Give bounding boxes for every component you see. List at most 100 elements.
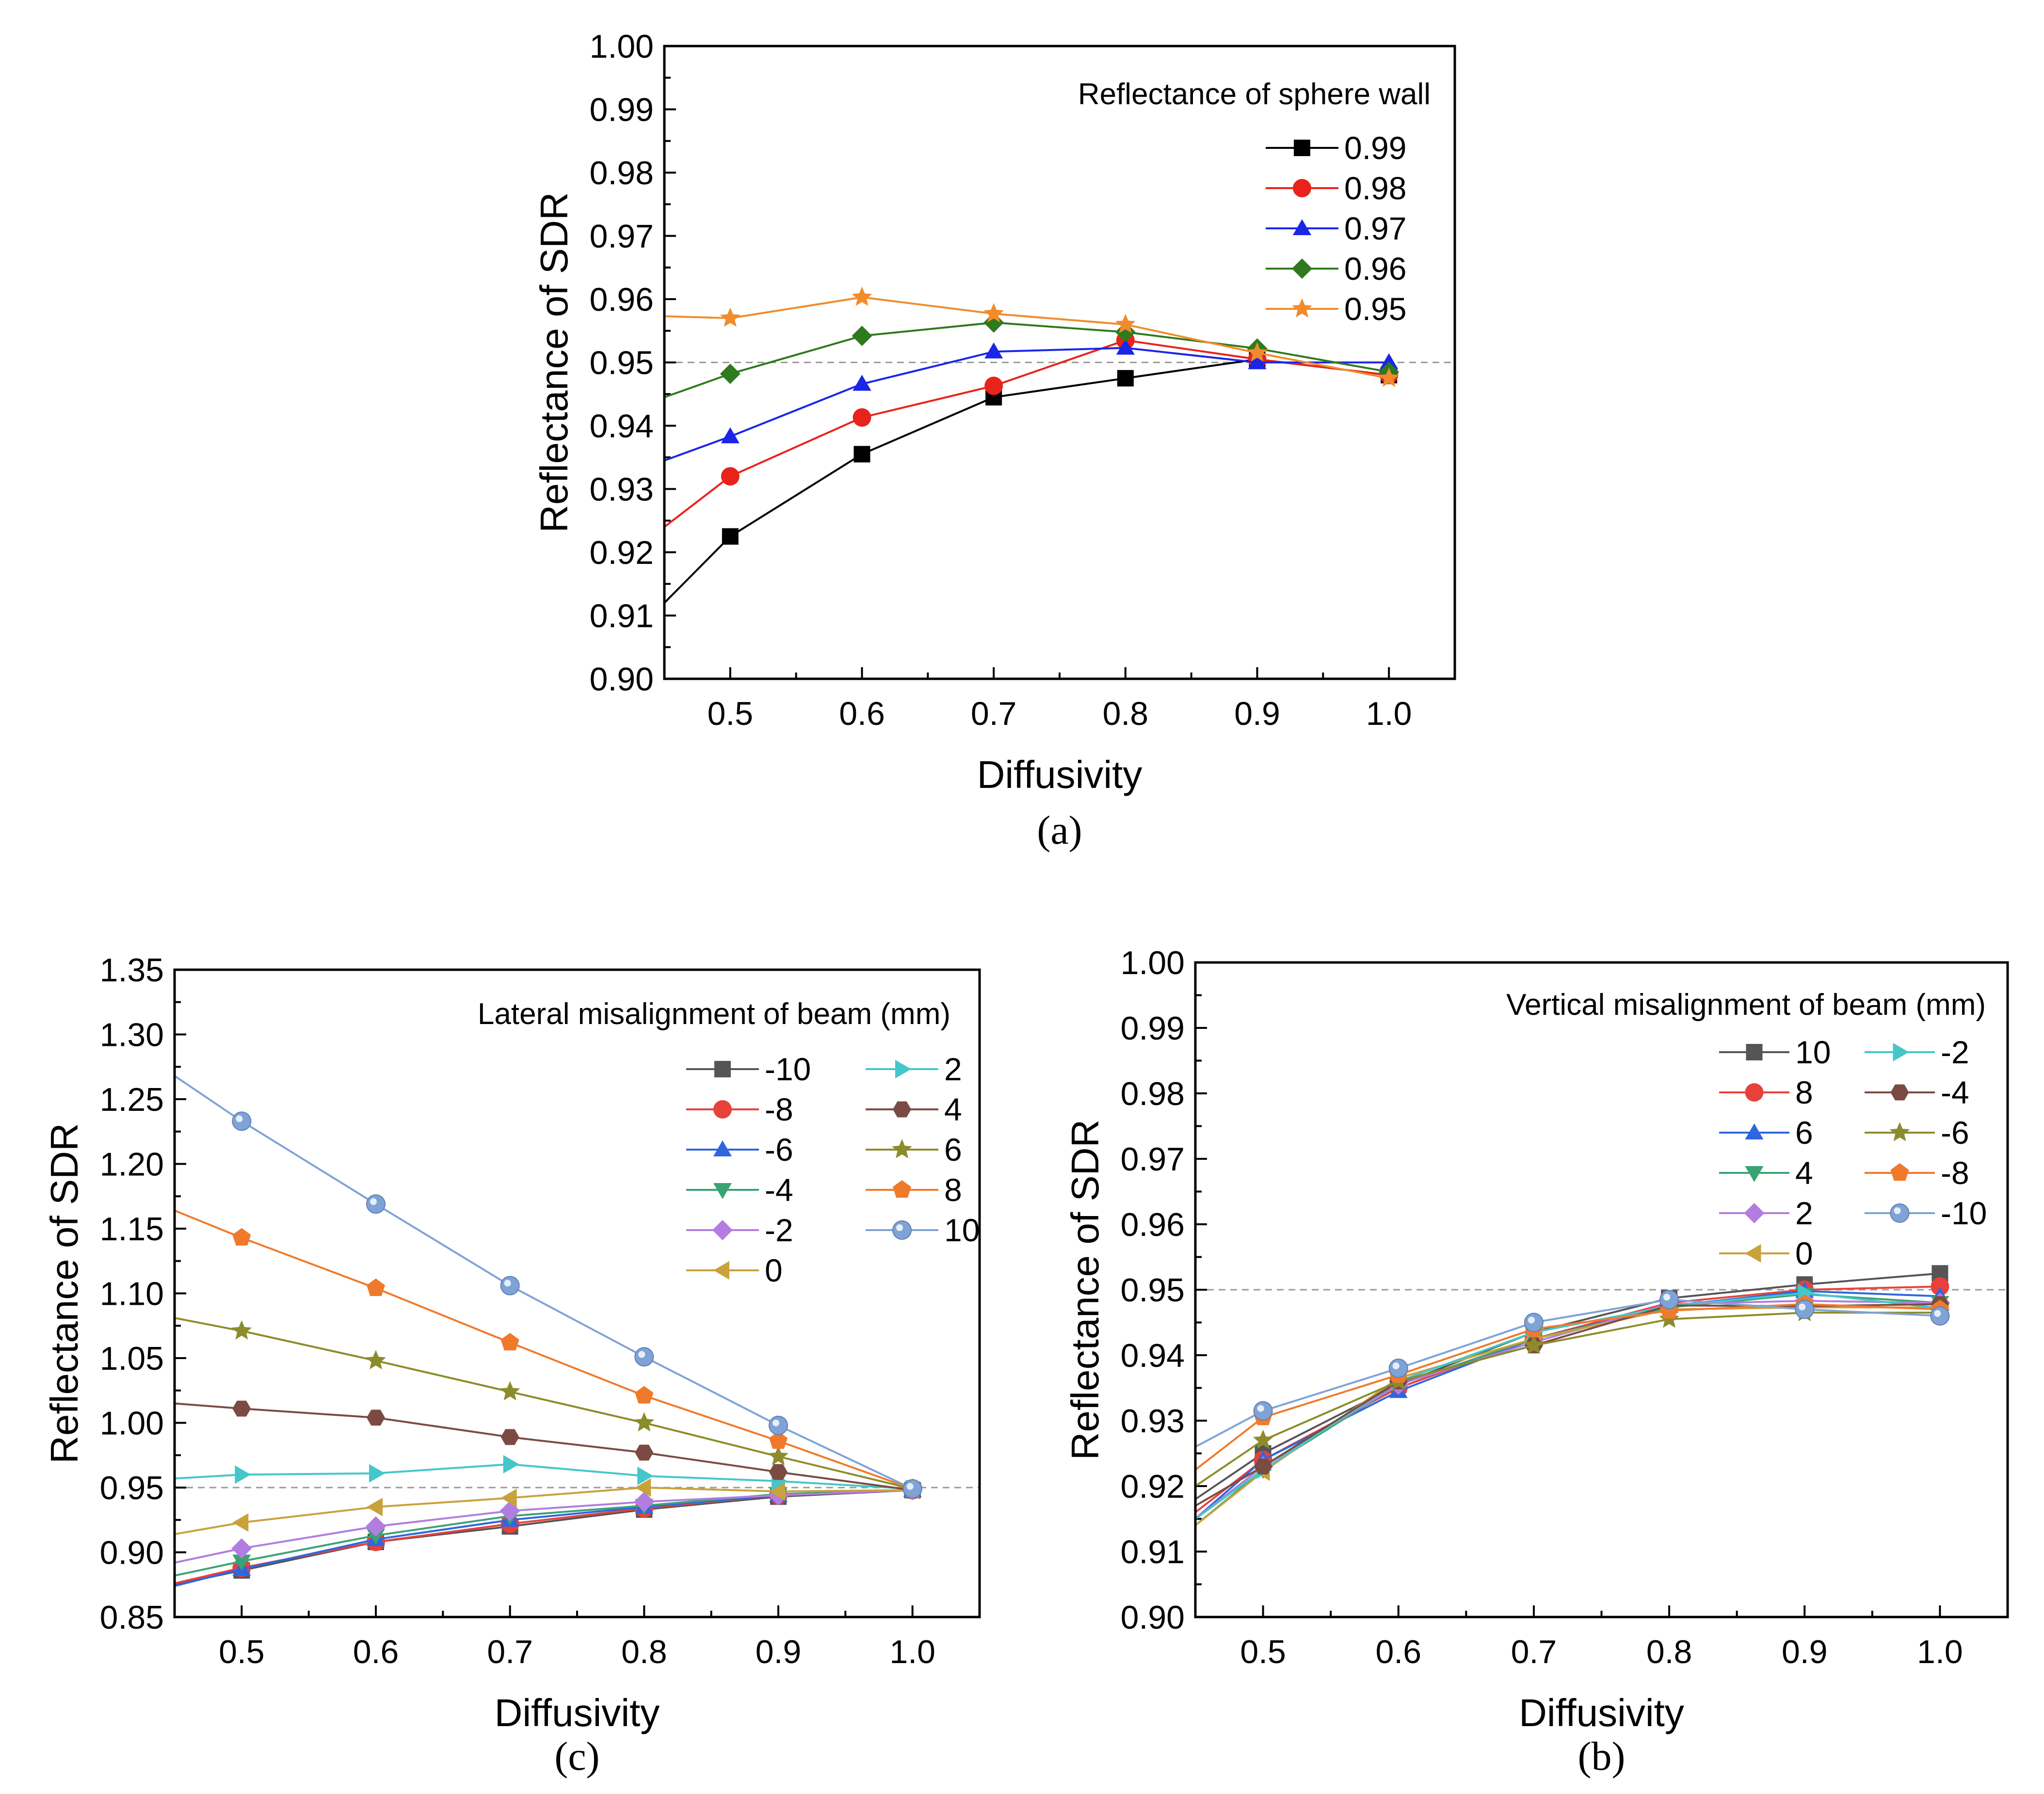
series-line (1195, 1298, 1940, 1448)
legend-marker (1890, 1084, 1909, 1101)
legend-marker (1889, 1122, 1910, 1141)
legend-marker (713, 1261, 729, 1280)
x-tick-label: 0.5 (219, 1634, 265, 1670)
legend-label: 8 (944, 1172, 962, 1208)
data-point (634, 1412, 655, 1432)
data-point (232, 1400, 251, 1417)
x-tick-label: 1.0 (1917, 1634, 1963, 1670)
legend-item: 0 (686, 1252, 783, 1288)
y-tick-label: 0.98 (1121, 1075, 1185, 1112)
legend-label: 0.95 (1344, 291, 1406, 327)
data-point (367, 1498, 383, 1517)
y-tick-label: 0.99 (1121, 1010, 1185, 1047)
y-tick-label: 0.97 (1121, 1141, 1185, 1178)
series-line (175, 1209, 913, 1490)
series-line (175, 1489, 913, 1587)
data-point (1524, 1334, 1544, 1354)
data-point (231, 1538, 252, 1559)
data-point (769, 1415, 788, 1435)
legend-item: 0.95 (1266, 291, 1406, 327)
data-point (232, 1111, 252, 1131)
y-tick-label: 0.95 (100, 1470, 164, 1506)
plot-frame (173, 968, 981, 1618)
data-point (769, 1431, 788, 1449)
data-point (232, 1228, 251, 1246)
plot-frame (663, 45, 1456, 680)
legend-title: Lateral misalignment of beam (mm) (478, 997, 950, 1031)
series-line (1195, 1292, 1940, 1520)
legend-marker (1744, 1203, 1765, 1223)
y-tick-label: 0.92 (1121, 1468, 1185, 1505)
legend-label: -8 (1941, 1155, 1969, 1191)
y-tick-label: 0.98 (590, 155, 654, 192)
legend-item: -6 (1865, 1115, 1969, 1151)
x-tick-label: 0.8 (1103, 695, 1149, 732)
series--4 (1195, 1296, 1949, 1507)
legend-item: 6 (1719, 1115, 1813, 1151)
series-line (175, 1463, 913, 1490)
legend-marker (713, 1140, 732, 1156)
data-point (1254, 1458, 1272, 1474)
legend-marker (1292, 298, 1312, 318)
y-tick-label: 0.91 (1121, 1534, 1185, 1570)
y-axis-label: Reflectance of SDR (1063, 1120, 1107, 1460)
legend-marker (1292, 219, 1312, 235)
y-tick-label: 0.95 (590, 345, 654, 382)
x-tick-label: 0.7 (1511, 1634, 1557, 1670)
y-tick-label: 1.00 (590, 28, 654, 65)
data-point (635, 1386, 654, 1404)
y-tick-label: 1.25 (100, 1081, 164, 1118)
series-6 (1195, 1281, 1949, 1520)
data-point (1253, 1401, 1273, 1421)
series-line (175, 1489, 913, 1564)
x-tick-label: 0.8 (1646, 1634, 1692, 1670)
x-tick-label: 0.5 (1240, 1634, 1286, 1670)
series-8 (175, 1209, 922, 1497)
legend-marker (1745, 1123, 1764, 1139)
legend-marker (714, 1061, 731, 1077)
series-line (664, 339, 1389, 528)
y-tick-label: 0.90 (1121, 1599, 1185, 1636)
data-point (1115, 314, 1136, 333)
data-point (853, 408, 871, 427)
series-line (664, 347, 1389, 462)
legend-marker (892, 1220, 912, 1240)
legend-label: 8 (1795, 1074, 1813, 1110)
series-line (664, 321, 1389, 399)
series-line (1195, 1312, 1940, 1487)
data-point (634, 1491, 655, 1512)
legend-marker (712, 1220, 733, 1240)
legend-label: -4 (1941, 1074, 1969, 1110)
legend-marker (895, 1059, 911, 1079)
data-point (1930, 1306, 1950, 1326)
legend-label: 10 (944, 1212, 980, 1248)
legend-item: -8 (1865, 1155, 1969, 1191)
legend-item: 8 (1719, 1074, 1813, 1110)
legend-label: 0.96 (1344, 251, 1406, 287)
series-10 (1195, 1265, 1948, 1500)
y-axis-label: Reflectance of SDR (532, 192, 576, 533)
series-line (1195, 1306, 1940, 1526)
legend-label: 6 (944, 1132, 962, 1168)
data-point (634, 1347, 654, 1367)
x-tick-label: 0.6 (1375, 1634, 1421, 1670)
legend-label: -2 (765, 1212, 793, 1248)
y-tick-label: 0.85 (100, 1599, 164, 1636)
legend-label: 10 (1795, 1034, 1831, 1070)
legend-title: Reflectance of sphere wall (1078, 78, 1431, 111)
y-tick-label: 0.93 (1121, 1403, 1185, 1440)
legend-item: -6 (686, 1132, 793, 1168)
legend-item: 0.98 (1266, 170, 1406, 206)
data-point (232, 1554, 251, 1571)
x-axis-label: Diffusivity (977, 753, 1143, 796)
legend-marker (1893, 1042, 1909, 1062)
legend-label: -4 (765, 1172, 793, 1208)
y-tick-label: 0.91 (590, 598, 654, 635)
y-tick-label: 0.94 (590, 408, 654, 445)
y-tick-label: 1.20 (100, 1146, 164, 1183)
legend-title: Vertical misalignment of beam (mm) (1506, 988, 1986, 1022)
legend-label: -6 (1941, 1115, 1969, 1151)
data-point (1524, 1313, 1544, 1332)
series-line (175, 1075, 913, 1490)
